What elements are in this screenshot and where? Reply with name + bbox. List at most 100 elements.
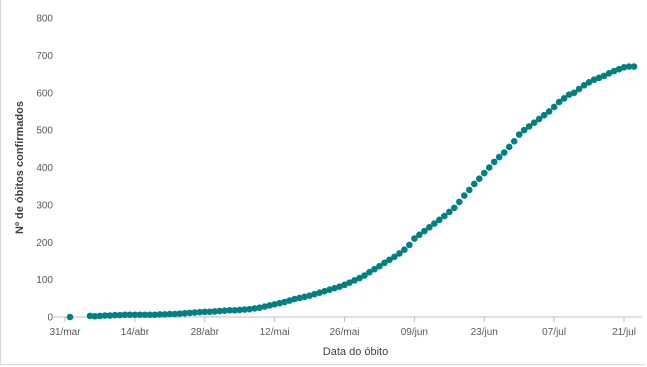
data-point — [131, 311, 139, 319]
data-point — [376, 262, 383, 270]
x-tick-label: 26/mai — [330, 327, 360, 338]
data-point — [66, 313, 74, 321]
data-point — [411, 235, 418, 242]
data-point — [206, 308, 214, 316]
x-axis-ticks: 31/mar 14/abr 28/abr 12/mai 26/mai 09/jun 23/j… — [49, 317, 636, 338]
x-tick-label: 09/jun — [401, 327, 428, 338]
data-point — [196, 308, 204, 316]
data-points — [66, 63, 638, 321]
data-point — [361, 272, 368, 279]
data-point — [261, 303, 268, 310]
data-point — [610, 67, 618, 75]
data-point — [421, 227, 428, 235]
x-tick-label: 07/jul — [542, 327, 566, 338]
data-point — [625, 63, 633, 70]
data-point — [86, 312, 94, 320]
x-tick-label: 28/abr — [191, 327, 220, 338]
data-point — [121, 311, 129, 319]
x-tick-label: 21/jul — [612, 327, 636, 338]
data-point — [391, 253, 398, 261]
data-point — [176, 310, 184, 317]
data-point — [96, 312, 104, 320]
data-point — [311, 290, 318, 298]
data-point — [590, 76, 598, 83]
y-tick-label: 500 — [36, 126, 53, 137]
data-point — [495, 153, 503, 161]
data-point — [276, 299, 283, 307]
data-point — [156, 311, 164, 318]
data-point — [221, 307, 229, 314]
data-point — [490, 158, 498, 166]
data-point — [266, 302, 273, 309]
data-point — [116, 311, 124, 319]
data-point — [575, 85, 583, 93]
data-point — [101, 312, 109, 319]
data-point — [545, 108, 553, 115]
data-point — [166, 310, 174, 318]
data-point — [381, 259, 388, 267]
data-point — [555, 98, 563, 106]
data-point — [321, 287, 328, 295]
data-point — [281, 298, 288, 306]
data-point — [226, 306, 234, 314]
data-point — [446, 208, 453, 216]
data-point — [146, 311, 154, 319]
data-point — [201, 308, 209, 316]
data-point — [475, 175, 483, 183]
y-tick-label: 100 — [36, 275, 53, 286]
data-point — [535, 115, 543, 123]
x-tick-label: 23/jun — [471, 327, 498, 338]
data-point — [271, 300, 278, 308]
data-point — [525, 123, 533, 130]
data-point — [500, 149, 508, 156]
data-point — [91, 312, 99, 320]
data-point — [460, 192, 468, 199]
x-tick-label: 14/abr — [121, 327, 150, 338]
data-point — [331, 284, 338, 292]
data-point — [356, 274, 363, 282]
data-point — [580, 81, 588, 89]
data-point — [540, 111, 548, 119]
y-axis-ticks: 0 100 200 300 400 500 600 700 800 — [36, 14, 53, 324]
data-point — [181, 309, 189, 317]
data-point — [451, 204, 458, 212]
data-point — [111, 311, 119, 319]
data-point — [396, 250, 403, 257]
data-point — [241, 306, 248, 313]
data-point — [520, 126, 528, 134]
data-point — [211, 308, 219, 315]
data-point — [406, 241, 413, 249]
data-point — [306, 292, 313, 299]
data-point — [236, 306, 243, 314]
y-tick-label: 0 — [47, 313, 53, 324]
data-point — [256, 304, 263, 311]
data-point — [336, 283, 343, 291]
y-tick-label: 400 — [36, 163, 53, 174]
data-point — [441, 212, 448, 220]
data-point — [326, 286, 333, 294]
data-point — [570, 89, 578, 97]
data-point — [550, 103, 558, 111]
data-point — [126, 311, 134, 319]
y-tick-label: 600 — [36, 88, 53, 99]
data-point — [371, 265, 378, 273]
data-point — [485, 164, 493, 171]
data-point — [161, 311, 169, 318]
data-point — [505, 143, 513, 151]
data-point — [366, 268, 373, 276]
x-tick-label: 12/mai — [260, 327, 290, 338]
y-tick-label: 800 — [36, 14, 53, 25]
data-point — [605, 70, 613, 77]
data-point — [560, 95, 568, 102]
data-point — [191, 309, 199, 316]
data-point — [426, 224, 433, 231]
y-axis-title: Nº de óbitos confirmados — [14, 101, 26, 234]
data-point — [351, 277, 358, 284]
data-point — [216, 307, 224, 315]
data-point — [301, 293, 308, 301]
data-point — [630, 63, 638, 70]
data-point — [530, 119, 538, 126]
data-point — [386, 256, 393, 264]
y-tick-label: 300 — [36, 200, 53, 211]
